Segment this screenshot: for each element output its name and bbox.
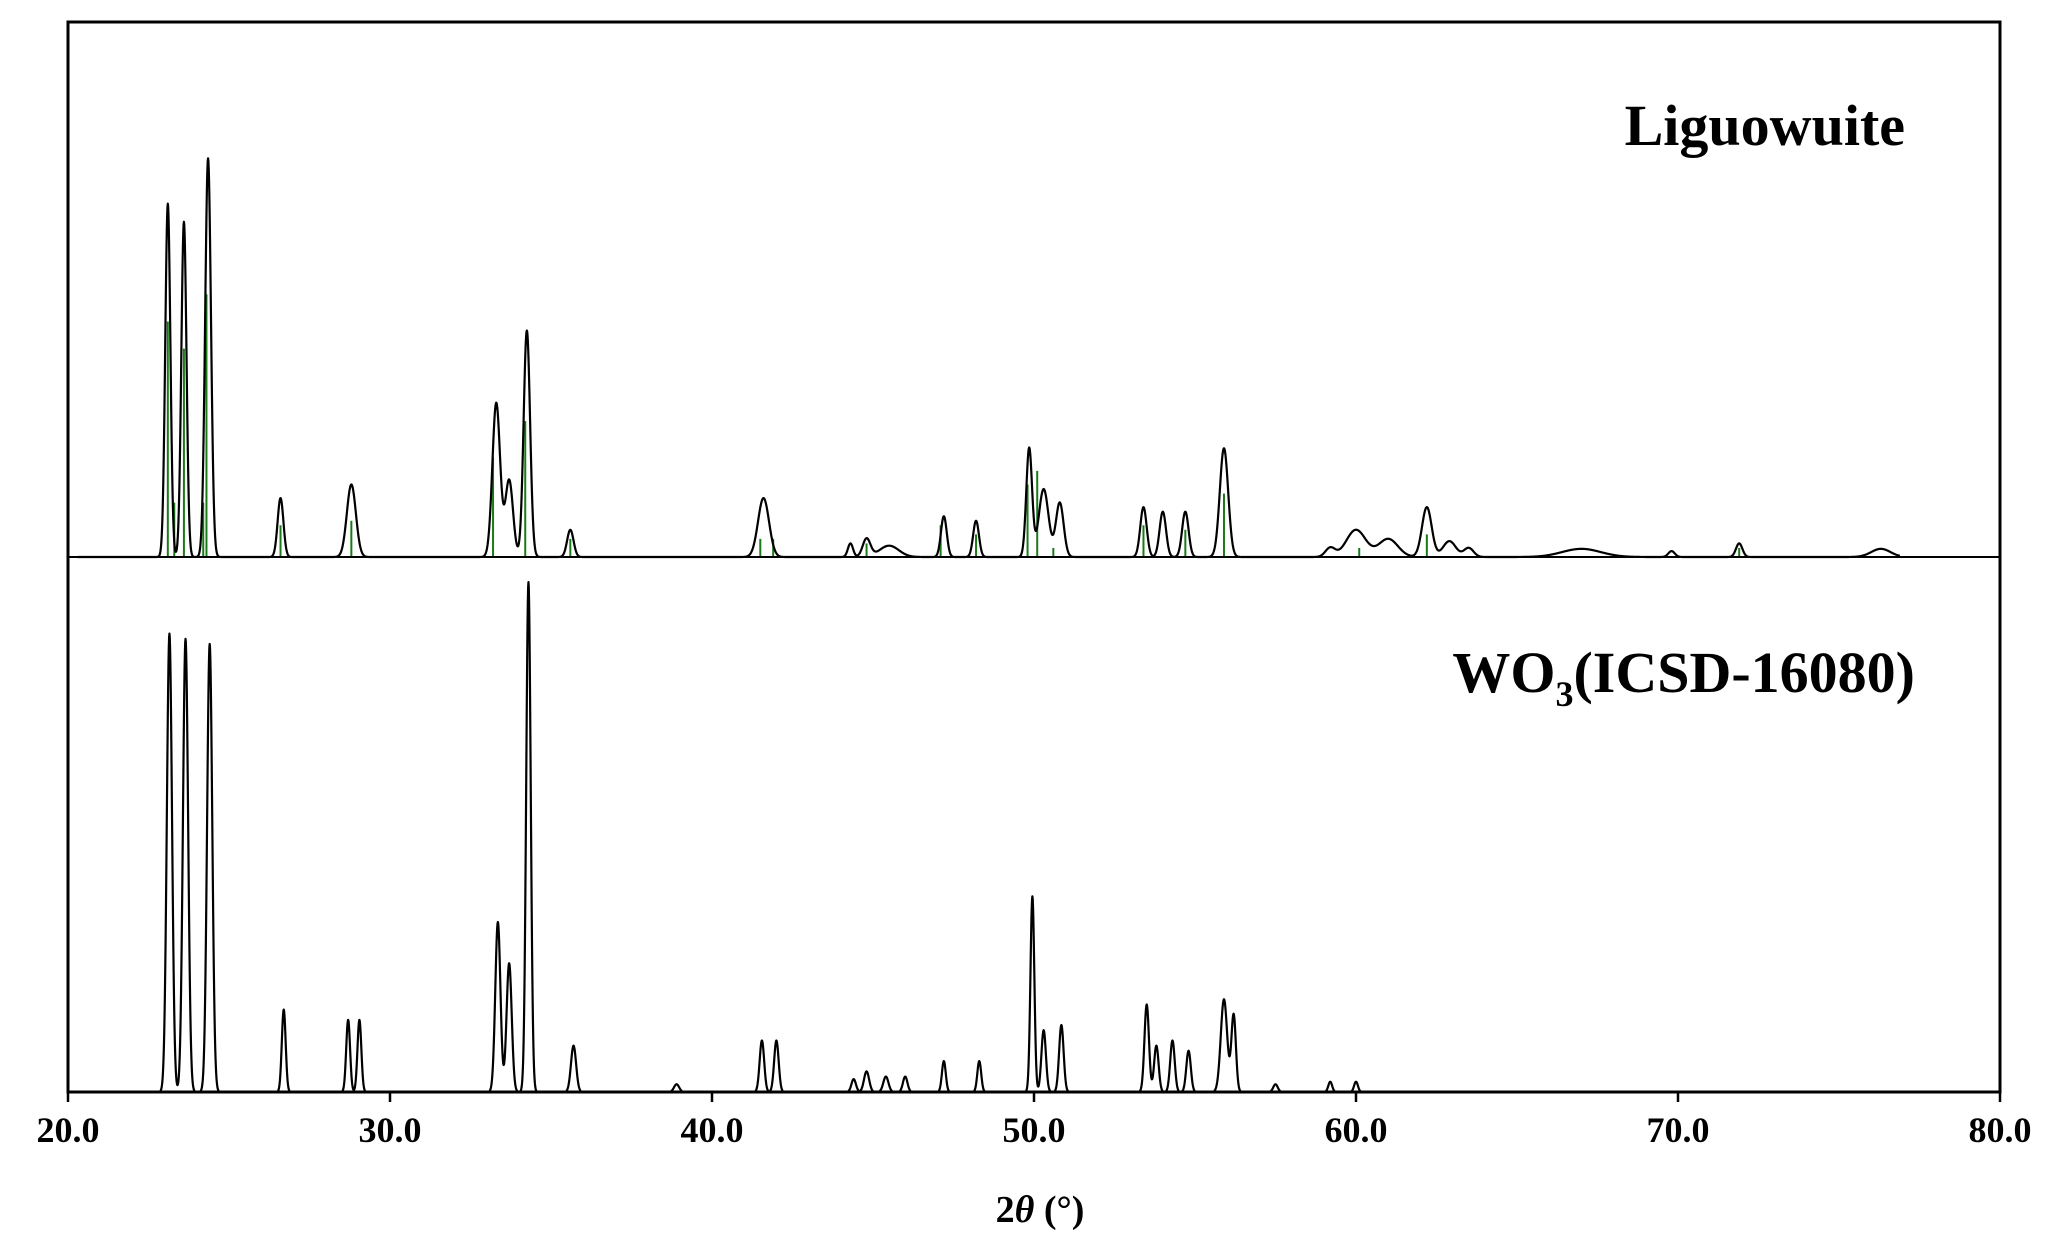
panel-label-wo3-main: WO bbox=[1452, 640, 1555, 705]
x-tick-label-3: 50.0 bbox=[1003, 1110, 1066, 1150]
x-axis-title-prefix: 2 bbox=[996, 1189, 1015, 1231]
x-tick-label-0: 20.0 bbox=[37, 1110, 100, 1150]
x-tick-label-1: 30.0 bbox=[359, 1110, 422, 1150]
x-tick-label-5: 70.0 bbox=[1647, 1110, 1710, 1150]
x-axis-title-theta: θ bbox=[1015, 1189, 1035, 1231]
x-tick-label-6: 80.0 bbox=[1969, 1110, 2032, 1150]
panel-label-liguowuite: Liguowuite bbox=[1625, 93, 1905, 158]
panel-label-wo3-suffix: (ICSD-16080) bbox=[1573, 640, 1915, 705]
x-axis-title: 2θ (°) bbox=[996, 1189, 1085, 1231]
x-axis: 20.0 30.0 40.0 50.0 60.0 70.0 80.0 bbox=[37, 1092, 2032, 1150]
x-tick-label-2: 40.0 bbox=[681, 1110, 744, 1150]
panel-label-wo3: WO3(ICSD-16080) bbox=[1452, 640, 1915, 714]
plot-area bbox=[76, 157, 1901, 1094]
diffraction-profile-0 bbox=[76, 157, 1901, 559]
x-tick-label-4: 60.0 bbox=[1325, 1110, 1388, 1150]
panel-label-wo3-subscript: 3 bbox=[1555, 674, 1573, 714]
x-axis-title-unit: (°) bbox=[1034, 1189, 1084, 1231]
